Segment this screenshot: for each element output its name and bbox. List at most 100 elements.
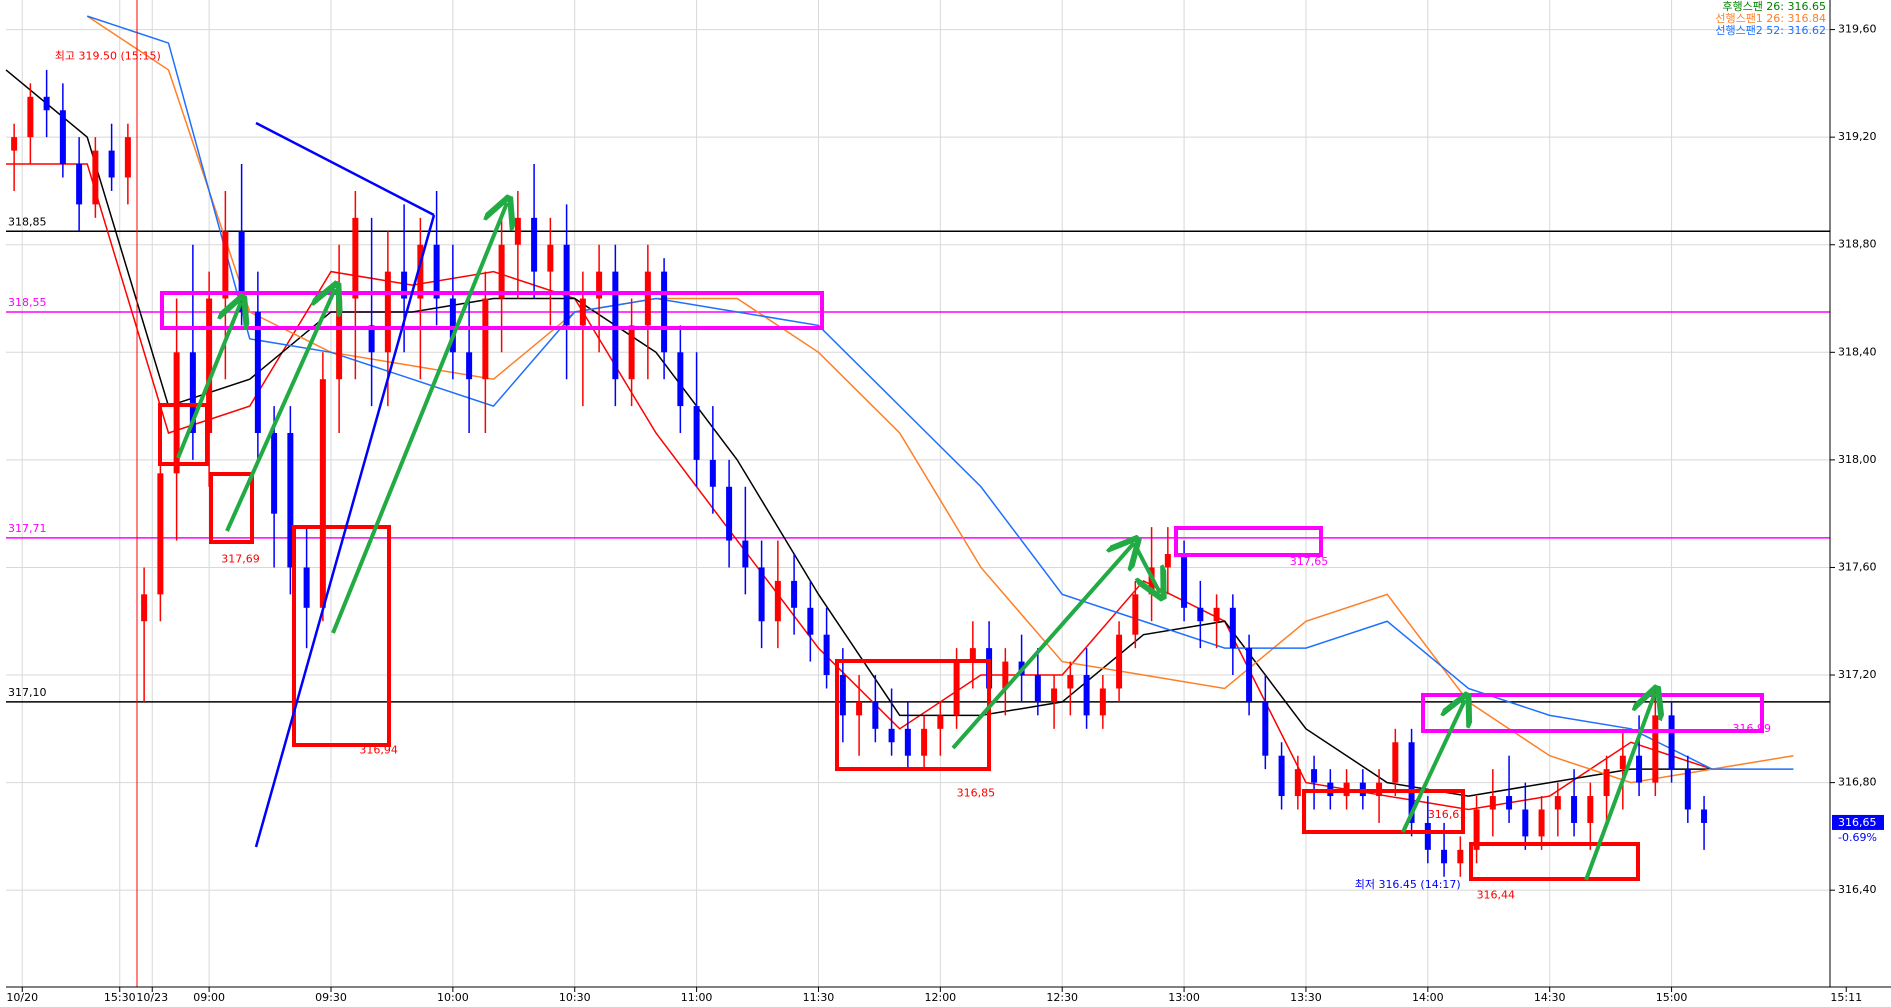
x-tick-label: 14:00 (1412, 991, 1444, 1004)
y-tick-label: 317,20 (1838, 668, 1877, 681)
x-tick-label: 13:30 (1290, 991, 1322, 1004)
candle-body (141, 594, 148, 622)
candle-body (189, 352, 196, 433)
candle-body (904, 728, 911, 756)
candle-body (774, 580, 781, 622)
candle-body (807, 607, 814, 635)
candle-body (1554, 796, 1561, 810)
annotation: 317,69 (221, 552, 259, 565)
candle-body (466, 352, 473, 380)
candle-body (1181, 554, 1188, 608)
x-tick-label: 11:00 (681, 991, 713, 1004)
candle-body (43, 96, 50, 111)
annotation: 316,99 (1733, 722, 1772, 735)
candle-body (1408, 742, 1415, 823)
candle-body (417, 244, 424, 299)
candle-body (336, 298, 343, 380)
current-price-label: 316,65 (1838, 816, 1877, 829)
candle-body (287, 432, 294, 568)
candle-body (1701, 809, 1708, 823)
candle-body (1619, 755, 1626, 770)
candle-body (482, 298, 489, 380)
candle-body (1587, 796, 1594, 823)
legend-entry: 후행스팬 26: 316.65 (1722, 0, 1826, 13)
reference-label: 318,85 (8, 215, 47, 228)
x-tick-label: 09:00 (193, 991, 225, 1004)
candle-body (791, 580, 798, 608)
x-tick-label: 15:30 (104, 991, 136, 1004)
annotation: 316,94 (359, 743, 398, 756)
candle-body (173, 352, 180, 474)
candle-body (1051, 688, 1058, 702)
x-tick-label: 14:30 (1534, 991, 1566, 1004)
candle-body (596, 271, 603, 299)
candle-body (1473, 809, 1480, 850)
candle-body (433, 244, 440, 299)
candle-body (872, 701, 879, 729)
candle-body (1603, 769, 1610, 797)
candle-body (823, 634, 830, 676)
x-tick-label: 12:00 (924, 991, 956, 1004)
current-price-tag (1832, 814, 1884, 830)
candle-body (1294, 769, 1301, 797)
x-tick-label: 12:30 (1046, 991, 1078, 1004)
legend-entry: 선행스팬2 52: 316.62 (1715, 24, 1826, 37)
x-tick-label: 10:30 (559, 991, 591, 1004)
candle-body (1213, 607, 1220, 622)
candle-body (76, 164, 83, 205)
annotation: 316,44 (1477, 889, 1516, 902)
candle-body (59, 110, 66, 165)
plot (5, 15, 1794, 877)
annotation: 최저 316.45 (14:17) (1355, 878, 1461, 891)
candle-body (742, 540, 749, 568)
annotation: 317,65 (1290, 555, 1329, 568)
candle-body (514, 217, 521, 245)
candle-body (1424, 822, 1431, 850)
axes: 319,60 319,20 318,80 318,40 318,00 317,60 317,… (6, 0, 1891, 1004)
candle-body (661, 271, 668, 353)
annotation: 316,61 (1428, 808, 1467, 821)
candle-body (27, 96, 34, 138)
candle-body (758, 567, 765, 622)
candle-body (1099, 688, 1106, 716)
y-tick-label: 316,40 (1838, 883, 1877, 896)
candle-body (157, 473, 164, 595)
candle-body (1164, 554, 1171, 568)
candle-body (108, 150, 115, 178)
candle-body (937, 715, 944, 729)
candle-body (709, 459, 716, 487)
candle-body (677, 352, 684, 407)
candle-body (1392, 742, 1399, 783)
candle-body (856, 701, 863, 716)
legend-entry: 선행스팬1 26: 316.84 (1715, 12, 1826, 25)
candle-body (238, 231, 245, 312)
candle-body (1197, 607, 1204, 622)
candle-body (1652, 715, 1659, 783)
annotation: 최고 319.50 (15:15) (55, 49, 161, 62)
y-tick-label: 318,80 (1838, 238, 1877, 251)
candle-body (969, 648, 976, 662)
candle-body (612, 271, 619, 380)
candle-body (92, 150, 99, 205)
candle-body (726, 486, 733, 541)
y-tick-label: 318,40 (1838, 345, 1877, 358)
candle-body (953, 661, 960, 716)
candle-body (1538, 809, 1545, 837)
candle-body (222, 231, 229, 299)
candle-body (531, 217, 538, 272)
candle-body (1034, 675, 1041, 702)
candle-body (384, 271, 391, 353)
candle-body (888, 728, 895, 743)
candle-body (271, 432, 278, 514)
candle-body (1116, 634, 1123, 689)
candle-body (11, 137, 18, 151)
candle-body (1571, 796, 1578, 823)
x-tick-label: 10/23 (136, 991, 168, 1004)
candle-body (1002, 661, 1009, 689)
current-change: -0.69% (1838, 831, 1877, 844)
candle-body (1278, 755, 1285, 797)
candle-body (254, 311, 261, 433)
x-tick-label: 15:11 (1830, 991, 1862, 1004)
candle-body (449, 298, 456, 353)
